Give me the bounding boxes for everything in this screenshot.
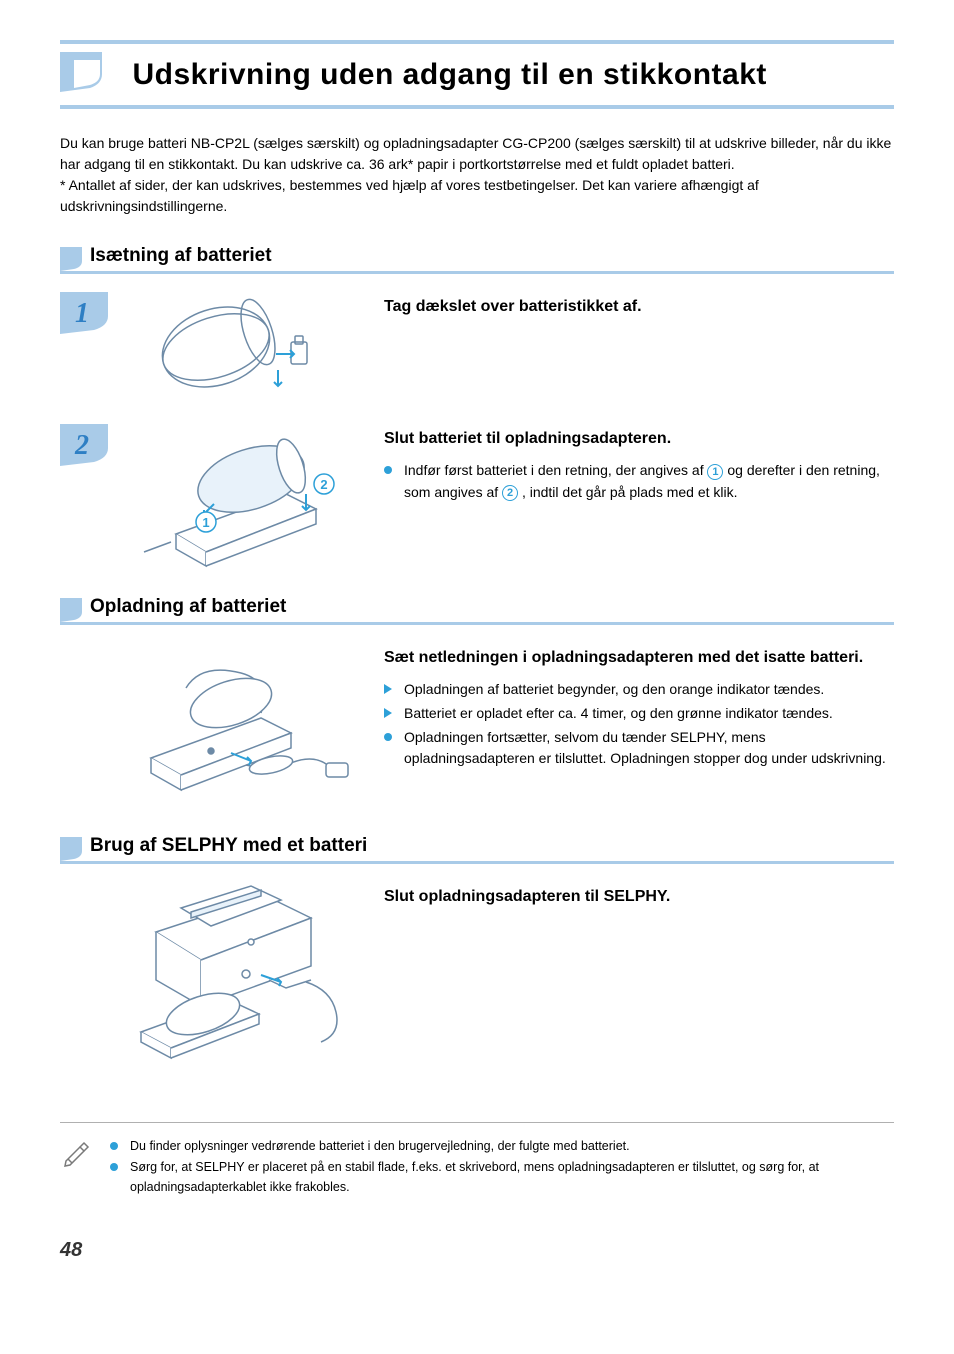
step-row: Slut opladningsadapteren til SELPHY. <box>60 882 894 1062</box>
step-number-badge: 1 <box>60 292 108 339</box>
circled-1-icon: 1 <box>707 464 723 480</box>
intro-paragraph-1: Du kan bruge batteri NB-CP2L (sælges sær… <box>60 133 894 175</box>
list-item: Indfør først batteriet i den retning, de… <box>384 460 894 503</box>
step-number-badge: 2 <box>60 424 108 471</box>
step-row: 1 Tag dækslet over batteristikket af. <box>60 292 894 402</box>
step-text: Slut opladningsadapteren til SELPHY. <box>384 882 894 918</box>
step-title: Sæt netledningen i opladningsadapteren m… <box>384 647 894 669</box>
page-number: 48 <box>60 1239 894 1262</box>
step-title: Slut batteriet til opladningsadapteren. <box>384 428 894 450</box>
section-bullet-icon <box>60 598 82 622</box>
bullet-list: Indfør først batteriet i den retning, de… <box>384 460 894 503</box>
illustration-connect-adapter <box>126 882 366 1062</box>
svg-text:2: 2 <box>320 477 327 492</box>
notes-box: Du finder oplysninger vedrørende batteri… <box>60 1122 894 1199</box>
section-heading: Isætning af batteriet <box>90 245 272 271</box>
illustration-power-cord <box>126 643 366 813</box>
section-bullet-icon <box>60 247 82 271</box>
list-item: Opladningen af batteriet begynder, og de… <box>384 679 894 701</box>
step-row: Sæt netledningen i opladningsadapteren m… <box>60 643 894 813</box>
step-text: Slut batteriet til opladningsadapteren. … <box>384 424 894 506</box>
svg-text:2: 2 <box>74 430 89 461</box>
step-text: Tag dækslet over batteristikket af. <box>384 292 894 328</box>
section-header-insert-battery: Isætning af batteriet <box>60 245 894 274</box>
notes-list: Du finder oplysninger vedrørende batteri… <box>110 1137 894 1199</box>
step-text: Sæt netledningen i opladningsadapteren m… <box>384 643 894 772</box>
note-item: Du finder oplysninger vedrørende batteri… <box>110 1137 894 1156</box>
step-row: 2 1 2 Slut batteriet til opladningsadapt… <box>60 424 894 574</box>
svg-text:1: 1 <box>202 515 209 530</box>
note-item: Sørg for, at SELPHY er placeret på en st… <box>110 1158 894 1197</box>
section-header-charge-battery: Opladning af batteriet <box>60 596 894 625</box>
page-title: Udskrivning uden adgang til en stikkonta… <box>132 58 766 92</box>
page-title-block: Udskrivning uden adgang til en stikkonta… <box>60 40 894 109</box>
pencil-icon <box>60 1137 92 1199</box>
circled-2-icon: 2 <box>502 485 518 501</box>
section-bullet-icon <box>60 837 82 861</box>
intro-paragraph-2: * Antallet af sider, der kan udskrives, … <box>60 175 894 217</box>
list-item: Opladningen fortsætter, selvom du tænder… <box>384 727 894 770</box>
title-tab-icon <box>60 52 108 97</box>
step-title: Tag dækslet over batteristikket af. <box>384 296 894 318</box>
bullet-list: Opladningen af batteriet begynder, og de… <box>384 679 894 770</box>
section-heading: Opladning af batteriet <box>90 596 286 622</box>
svg-text:1: 1 <box>75 298 89 329</box>
list-item: Batteriet er opladet efter ca. 4 timer, … <box>384 703 894 725</box>
section-heading: Brug af SELPHY med et batteri <box>90 835 367 861</box>
step-title: Slut opladningsadapteren til SELPHY. <box>384 886 894 908</box>
intro-block: Du kan bruge batteri NB-CP2L (sælges sær… <box>60 133 894 217</box>
illustration-remove-cover <box>126 292 366 402</box>
section-header-use-selphy: Brug af SELPHY med et batteri <box>60 835 894 864</box>
illustration-attach-battery: 1 2 <box>126 424 366 574</box>
